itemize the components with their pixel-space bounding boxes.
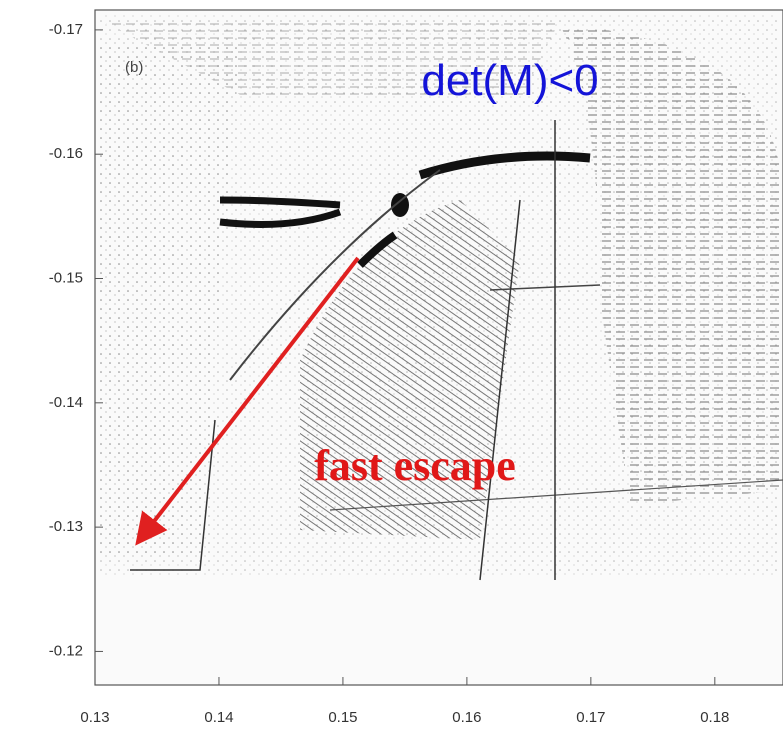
x-tick-label: 0.14 bbox=[204, 709, 233, 726]
density-pattern bbox=[100, 15, 783, 581]
y-tick-label: -0.14 bbox=[49, 394, 83, 411]
x-tick-label: 0.18 bbox=[700, 709, 729, 726]
x-tick-label: 0.13 bbox=[80, 709, 109, 726]
y-tick-label: -0.17 bbox=[49, 21, 83, 38]
x-tick-label: 0.15 bbox=[328, 709, 357, 726]
x-tick-label: 0.16 bbox=[452, 709, 481, 726]
x-tick-label: 0.17 bbox=[576, 709, 605, 726]
y-tick-label: -0.12 bbox=[49, 642, 83, 659]
annotation: det(M)<0 bbox=[421, 56, 598, 105]
panel-label: (b) bbox=[125, 59, 143, 76]
arrow bbox=[135, 256, 360, 546]
y-tick-label: -0.15 bbox=[49, 269, 83, 286]
annotation: fast escape bbox=[314, 441, 516, 490]
y-tick-label: -0.13 bbox=[49, 518, 83, 535]
y-tick-label: -0.16 bbox=[49, 145, 83, 162]
